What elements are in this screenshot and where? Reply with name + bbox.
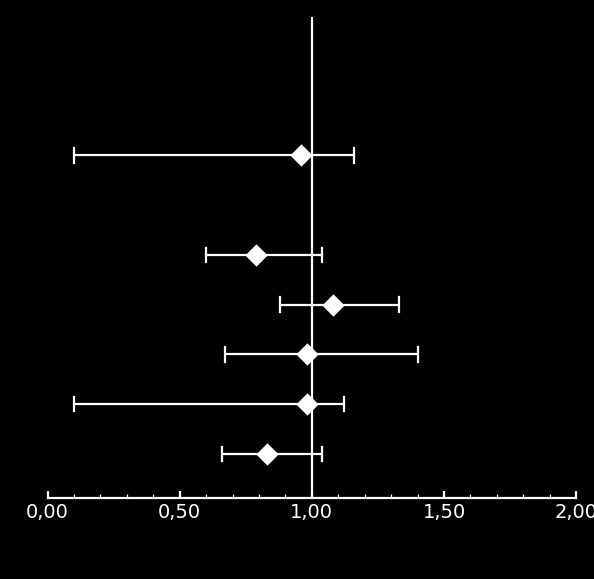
- Point: [302, 350, 311, 359]
- Point: [262, 449, 271, 459]
- Point: [328, 300, 338, 309]
- Point: [302, 400, 311, 409]
- Point: [296, 151, 306, 160]
- Point: [252, 250, 261, 259]
